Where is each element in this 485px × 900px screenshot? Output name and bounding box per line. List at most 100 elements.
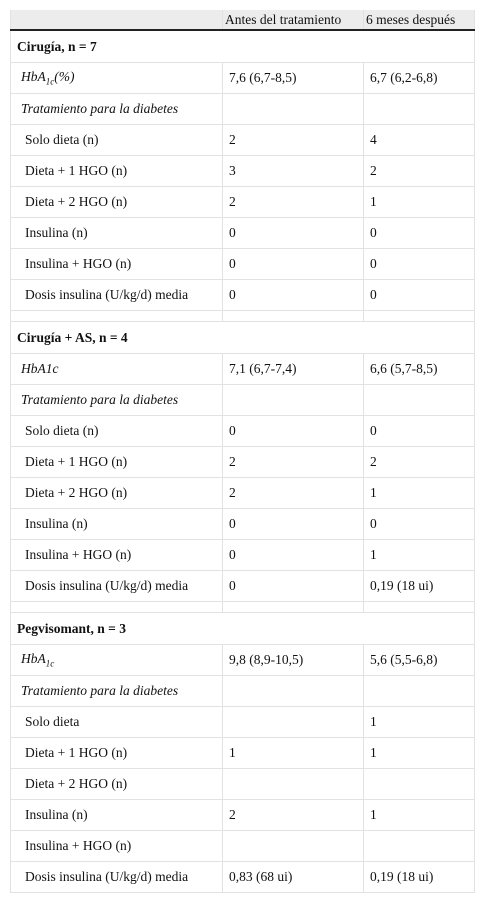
data-row: Dosis insulina (U/kg/d) media 0 0,19 (18 u… [10, 570, 475, 602]
section-title: Cirugía, n = 7 [10, 29, 475, 63]
data-row: Insulina + HGO (n) [10, 830, 475, 862]
value-cell: 2 [222, 799, 364, 831]
label-subscript: 1c [45, 76, 55, 87]
data-row: Dieta + 1 HGO (n) 3 2 [10, 155, 475, 187]
row-label: Solo dieta [10, 706, 223, 738]
results-table: Antes del tratamiento 6 meses después Ci… [10, 10, 475, 893]
row-label: Insulina (n) [10, 799, 223, 831]
data-row: Dosis insulina (U/kg/d) media 0,83 (68 ui… [10, 861, 475, 893]
data-row: Dieta + 2 HGO (n) 2 1 [10, 477, 475, 509]
row-label: Insulina (n) [10, 217, 223, 249]
row-label: HbA1c [10, 353, 223, 385]
value-cell: 1 [363, 706, 475, 738]
value-cell: 0 [222, 570, 364, 602]
data-row: Insulina + HGO (n) 0 1 [10, 539, 475, 571]
value-cell: 1 [222, 737, 364, 769]
value-cell [363, 768, 475, 800]
spacer-cell [222, 601, 364, 613]
label-text: HbA [21, 69, 46, 85]
header-cell: Antes del tratamiento [222, 10, 364, 31]
value-cell: 1 [363, 477, 475, 509]
value-cell: 7,6 (6,7-8,5) [222, 62, 364, 94]
row-label: Dieta + 2 HGO (n) [10, 186, 223, 218]
value-cell: 0 [363, 508, 475, 540]
value-cell: 1 [363, 799, 475, 831]
data-row: Insulina + HGO (n) 0 0 [10, 248, 475, 280]
data-row: HbA1c 9,8 (8,9-10,5) 5,6 (5,5-6,8) [10, 644, 475, 676]
row-label: Tratamiento para la diabetes [10, 675, 223, 707]
value-cell: 2 [363, 155, 475, 187]
value-cell [222, 768, 364, 800]
value-cell [363, 93, 475, 125]
value-cell: 1 [363, 737, 475, 769]
row-label: Dieta + 2 HGO (n) [10, 477, 223, 509]
value-cell: 2 [222, 477, 364, 509]
data-row: HbA1c 7,1 (6,7-7,4) 6,6 (5,7-8,5) [10, 353, 475, 385]
data-row: Solo dieta 1 [10, 706, 475, 738]
header-cell: 6 meses después [363, 10, 475, 31]
value-cell: 0 [222, 217, 364, 249]
data-row: Tratamiento para la diabetes [10, 384, 475, 416]
row-label: Insulina + HGO (n) [10, 539, 223, 571]
section-row: Pegvisomant, n = 3 [10, 612, 475, 645]
header-cell [10, 10, 223, 31]
value-cell: 6,6 (5,7-8,5) [363, 353, 475, 385]
value-cell: 5,6 (5,5-6,8) [363, 644, 475, 676]
value-cell: 2 [363, 446, 475, 478]
value-cell [222, 706, 364, 738]
row-label: Tratamiento para la diabetes [10, 93, 223, 125]
value-cell: 0,19 (18 ui) [363, 861, 475, 893]
value-cell [222, 93, 364, 125]
data-row: Tratamiento para la diabetes [10, 93, 475, 125]
value-cell [222, 384, 364, 416]
row-label: Dieta + 2 HGO (n) [10, 768, 223, 800]
value-cell: 0 [363, 415, 475, 447]
spacer-cell [10, 601, 223, 613]
table-body: Antes del tratamiento 6 meses después Ci… [10, 10, 475, 893]
spacer-row [10, 310, 475, 322]
value-cell: 0 [222, 415, 364, 447]
label-text: HbA [21, 651, 46, 667]
row-label: Dieta + 1 HGO (n) [10, 446, 223, 478]
data-row: Dieta + 1 HGO (n) 1 1 [10, 737, 475, 769]
spacer-cell [363, 601, 475, 613]
data-row: HbA1c(%) 7,6 (6,7-8,5) 6,7 (6,2-6,8) [10, 62, 475, 94]
value-cell: 4 [363, 124, 475, 156]
row-label: Dieta + 1 HGO (n) [10, 737, 223, 769]
row-label: Tratamiento para la diabetes [10, 384, 223, 416]
row-label: Dosis insulina (U/kg/d) media [10, 570, 223, 602]
value-cell: 9,8 (8,9-10,5) [222, 644, 364, 676]
spacer-cell [222, 310, 364, 322]
data-row: Dieta + 1 HGO (n) 2 2 [10, 446, 475, 478]
value-cell: 0 [222, 508, 364, 540]
header-row: Antes del tratamiento 6 meses después [10, 10, 475, 31]
data-row: Insulina (n) 0 0 [10, 217, 475, 249]
data-row: Insulina (n) 0 0 [10, 508, 475, 540]
section-title: Cirugía + AS, n = 4 [10, 321, 475, 354]
spacer-row [10, 601, 475, 613]
row-label: Solo dieta (n) [10, 415, 223, 447]
row-label: HbA1c(%) [10, 62, 223, 94]
value-cell: 0 [222, 248, 364, 280]
value-cell [363, 830, 475, 862]
value-cell [363, 384, 475, 416]
value-cell: 1 [363, 539, 475, 571]
value-cell: 7,1 (6,7-7,4) [222, 353, 364, 385]
value-cell: 0 [363, 279, 475, 311]
value-cell: 2 [222, 186, 364, 218]
value-cell: 0 [222, 539, 364, 571]
row-label: Insulina (n) [10, 508, 223, 540]
label-subscript: 1c [45, 658, 55, 669]
data-row: Solo dieta (n) 0 0 [10, 415, 475, 447]
label-suffix: (%) [54, 69, 75, 85]
value-cell [222, 830, 364, 862]
row-label: HbA1c [10, 644, 223, 676]
data-row: Dosis insulina (U/kg/d) media 0 0 [10, 279, 475, 311]
row-label: Dieta + 1 HGO (n) [10, 155, 223, 187]
value-cell: 0,19 (18 ui) [363, 570, 475, 602]
spacer-cell [363, 310, 475, 322]
value-cell: 2 [222, 124, 364, 156]
value-cell: 0 [363, 217, 475, 249]
section-title: Pegvisomant, n = 3 [10, 612, 475, 645]
